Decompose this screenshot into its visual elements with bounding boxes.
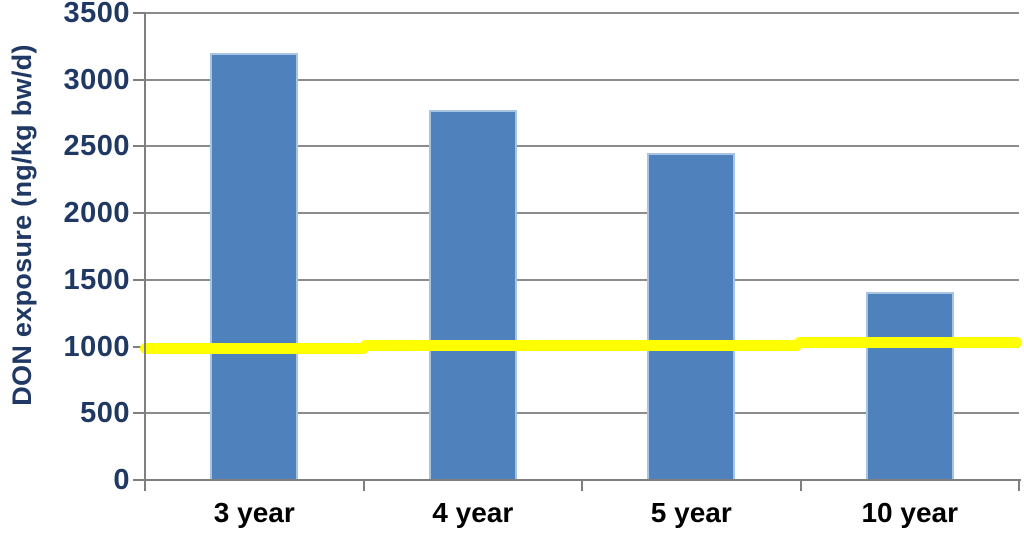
y-axis-tick-label: 2000 <box>63 197 130 230</box>
h-gridline <box>145 145 1019 148</box>
x-axis-tick-mark <box>1018 481 1020 491</box>
y-axis-tick-mark <box>133 145 145 148</box>
x-axis-category-label: 4 year <box>432 497 514 528</box>
bar-10-year <box>865 291 954 480</box>
x-axis-tick-mark <box>581 481 583 491</box>
y-axis-tick-mark <box>133 479 145 481</box>
h-gridline <box>145 78 1019 81</box>
x-axis-category-label: 10 year <box>861 497 959 528</box>
y-axis-tick-mark <box>133 78 145 81</box>
y-axis-tick-mark <box>133 12 145 14</box>
h-gridline <box>145 278 1019 281</box>
h-gridline <box>145 12 1019 14</box>
y-axis-line <box>144 13 146 481</box>
x-axis-category-label: 5 year <box>650 497 732 528</box>
x-axis-tick-mark <box>144 481 146 491</box>
y-axis-tick-mark <box>133 212 145 215</box>
y-axis-tick-label: 1000 <box>63 330 130 363</box>
y-axis-tick-label: 1500 <box>63 263 130 296</box>
y-axis-tick-mark <box>133 345 145 348</box>
h-gridline <box>145 212 1019 215</box>
x-axis-line <box>145 479 1021 481</box>
bar-3-year <box>210 53 299 480</box>
plot-area <box>139 12 1022 480</box>
y-axis-tick-label: 500 <box>80 397 130 430</box>
h-gridline <box>145 412 1019 415</box>
y-axis-tick-label: 3000 <box>63 63 130 96</box>
y-axis-tick-label: 0 <box>113 464 130 496</box>
bar-5-year <box>647 153 736 480</box>
reference-line-segment <box>793 336 1022 348</box>
reference-line-segment <box>139 343 369 355</box>
bar-4-year <box>428 110 517 480</box>
x-axis-category-label: 3 year <box>213 497 295 528</box>
x-axis-tick-mark <box>362 481 365 491</box>
y-axis-tick-label: 2500 <box>63 130 130 163</box>
y-axis-tick-mark <box>133 278 145 281</box>
reference-line-segment <box>360 340 803 352</box>
y-axis-tick-mark <box>133 412 145 415</box>
x-axis-tick-mark <box>799 481 802 491</box>
y-axis-tick-label: 3500 <box>63 0 130 29</box>
